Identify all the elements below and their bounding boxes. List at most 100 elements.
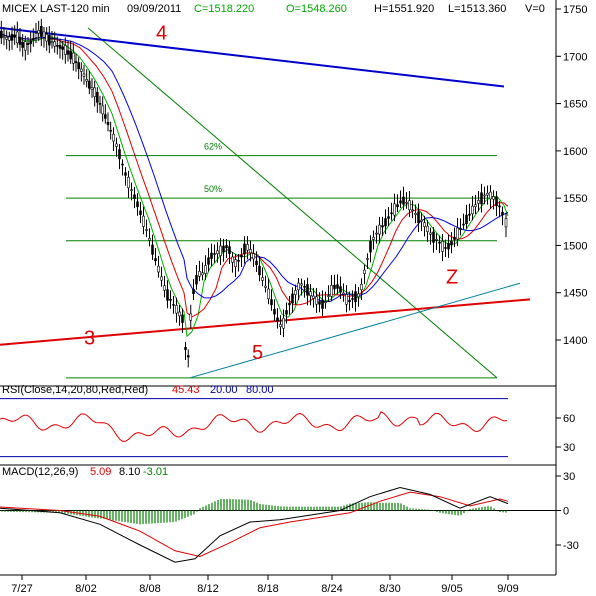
header-date: 09/09/2011 xyxy=(127,3,181,15)
price-y-tick-label: 1600 xyxy=(563,146,587,158)
candle-body xyxy=(411,209,414,212)
ma-fast-line xyxy=(0,33,509,338)
candle-body xyxy=(240,254,243,258)
rsi-line xyxy=(0,411,508,442)
rsi-level-low: 20.00 xyxy=(210,384,238,396)
header-symbol: MICEX LAST-120 min xyxy=(2,3,110,15)
candle-body xyxy=(145,229,148,231)
candle-body xyxy=(321,299,324,309)
candle-body xyxy=(315,296,318,305)
macd-y-tick-label: 30 xyxy=(563,471,575,483)
candle-body xyxy=(342,292,345,295)
candle-body xyxy=(330,285,333,297)
candle-body xyxy=(118,149,121,160)
candle-body xyxy=(273,308,276,315)
candle-body xyxy=(24,41,27,51)
trend-line-4 xyxy=(0,26,505,88)
rsi-title: RSI(Close,14,20,80,Red,Red) xyxy=(2,384,148,396)
candle-body xyxy=(432,231,435,243)
candle-body xyxy=(309,291,312,296)
candle-body xyxy=(429,232,432,235)
rsi-value: 45.43 xyxy=(172,384,200,396)
candle-body xyxy=(462,223,465,226)
candle-body xyxy=(222,245,225,253)
rsi-level-high: 80.00 xyxy=(246,384,274,396)
candle-body xyxy=(348,299,351,303)
candle-body xyxy=(351,298,354,300)
candle-body xyxy=(37,30,40,34)
candle-body xyxy=(88,80,91,89)
candle-body xyxy=(195,275,198,285)
candle-body xyxy=(29,40,32,44)
candle-body xyxy=(243,243,246,255)
candle-body xyxy=(267,288,270,300)
candle-body xyxy=(471,205,474,215)
candle-body xyxy=(115,143,118,147)
price-y-tick-label: 1750 xyxy=(563,4,587,16)
candle-body xyxy=(255,260,258,266)
candle-body xyxy=(483,194,486,197)
candle-body xyxy=(5,36,8,40)
candle-body xyxy=(318,301,321,305)
candle-body xyxy=(480,192,483,205)
candle-body xyxy=(279,324,282,328)
candle-body xyxy=(213,253,216,255)
candle-body xyxy=(465,214,468,225)
candle-body xyxy=(498,205,501,208)
candle-body xyxy=(77,62,80,70)
candle-body xyxy=(249,249,252,254)
candle-body xyxy=(306,284,309,296)
candle-body xyxy=(72,52,75,64)
candle-body xyxy=(157,265,160,273)
candle-body xyxy=(399,200,402,204)
candle-body xyxy=(234,259,237,268)
candle-body xyxy=(80,68,83,72)
candle-body xyxy=(459,228,462,230)
candle-body xyxy=(0,30,3,39)
candle-body xyxy=(420,219,423,222)
candle-body xyxy=(396,204,399,208)
candle-body xyxy=(207,257,210,265)
candle-body xyxy=(402,196,405,205)
candle-body xyxy=(169,299,172,301)
x-tick-label: 8/12 xyxy=(197,583,218,595)
candle-body xyxy=(408,200,411,211)
x-tick-label: 8/30 xyxy=(379,583,400,595)
candle-body xyxy=(175,305,178,314)
candle-body xyxy=(489,191,492,200)
candle-body xyxy=(121,163,124,166)
candle-body xyxy=(154,258,157,262)
candle-body xyxy=(189,313,193,321)
candle-body xyxy=(151,244,154,255)
candle-body xyxy=(366,258,369,260)
trend-line-5 xyxy=(189,282,521,379)
candle-body xyxy=(42,31,46,38)
candle-body xyxy=(378,224,381,235)
candle-body xyxy=(363,269,366,274)
rsi-y-tick-label: 30 xyxy=(563,442,575,454)
rsi-panel: 30 60 xyxy=(0,398,575,458)
candle-body xyxy=(8,36,11,41)
candle-body xyxy=(405,201,408,204)
price-y-tick-label: 1650 xyxy=(563,99,587,111)
candle-body xyxy=(184,347,187,350)
candle-body xyxy=(291,293,294,304)
candle-body xyxy=(32,38,35,41)
candle-body xyxy=(285,310,288,315)
header-close: C=1518.220 xyxy=(194,3,254,15)
candle-body xyxy=(294,290,297,295)
candle-body xyxy=(495,196,498,207)
macd-hist-value: -3.01 xyxy=(143,466,168,478)
candle-body xyxy=(327,295,330,297)
annotation-4: 4 xyxy=(156,22,167,44)
candle-body xyxy=(216,250,219,255)
candle-body xyxy=(136,201,139,208)
macd-y-tick-label: 0 xyxy=(563,506,569,518)
candle-body xyxy=(210,252,213,259)
macd-y-tick-label: -30 xyxy=(563,540,579,552)
fib-level-label: 62% xyxy=(204,142,222,152)
candle-body xyxy=(297,282,300,290)
header-open: O=1548.260 xyxy=(286,3,347,15)
header-low: L=1513.360 xyxy=(448,3,506,15)
candle-body xyxy=(237,259,240,262)
